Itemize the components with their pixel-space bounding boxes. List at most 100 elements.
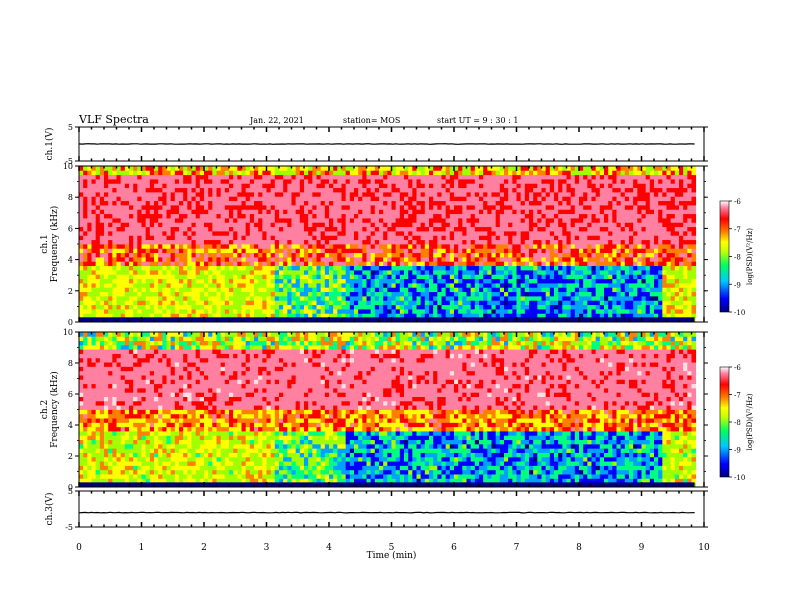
spectrogram-cell	[362, 287, 367, 293]
spectrogram-cell	[383, 278, 388, 284]
spectrogram-cell	[558, 213, 563, 219]
spectrogram-cell	[108, 313, 113, 319]
spectrogram-cell	[354, 244, 359, 249]
spectrogram-cell	[237, 270, 242, 275]
spectrogram-cell	[174, 270, 180, 275]
spectrogram-cell	[491, 257, 497, 262]
spectrogram-cell	[245, 252, 251, 258]
spectrogram-cell	[149, 205, 155, 210]
spectrogram-cell	[204, 296, 209, 301]
spectrogram-cell	[362, 170, 367, 176]
spectrogram-cell	[616, 235, 622, 241]
spectrogram-cell	[129, 261, 134, 267]
spectrogram-cell	[179, 291, 184, 297]
spectrogram-cell	[424, 252, 430, 258]
spectrogram-cell	[533, 296, 538, 301]
spectrogram-cell	[399, 213, 405, 219]
spectrogram-cell	[562, 313, 567, 319]
spectrogram-cell	[83, 166, 88, 171]
spectrogram-cell	[233, 170, 238, 176]
spectrogram-cell	[299, 209, 305, 215]
spectrogram-cell	[433, 278, 438, 284]
spectrogram-cell	[229, 283, 234, 288]
spectrogram-cell	[333, 213, 338, 219]
spectrogram-cell	[629, 300, 634, 306]
spectrogram-cell	[579, 300, 584, 306]
spectrogram-cell	[324, 200, 330, 206]
spectrogram-cell	[258, 192, 263, 197]
spectrogram-cell	[274, 283, 280, 288]
spectrogram-cell	[333, 270, 338, 275]
spectrogram-cell	[358, 257, 363, 262]
spectrogram-cell	[291, 187, 297, 193]
spectrogram-cell	[566, 187, 572, 193]
spectrogram-cell	[366, 231, 372, 236]
spectrogram-cell	[499, 265, 505, 271]
spectrogram-cell	[591, 179, 597, 184]
spectrogram-cell	[516, 183, 522, 189]
spectrogram-cell	[537, 244, 542, 249]
spectrogram-cell	[537, 187, 542, 193]
spectrogram-cell	[224, 265, 230, 271]
spectrogram-cell	[124, 205, 130, 210]
spectrogram-cell	[291, 226, 297, 232]
spectrogram-cell	[454, 296, 459, 301]
spectrogram-cell	[187, 235, 192, 241]
spectrogram-cell	[549, 205, 555, 210]
spectrogram-cell	[270, 291, 276, 297]
spectrogram-cell	[462, 313, 467, 319]
spectrogram-cell	[262, 287, 267, 293]
spectrogram-cell	[416, 183, 422, 189]
spectrogram-cell	[549, 252, 555, 258]
spectrogram-cell	[370, 166, 376, 171]
spectrogram-cell	[574, 179, 580, 184]
spectrogram-cell	[120, 213, 126, 219]
spectrogram-cell	[233, 183, 238, 189]
spectrogram-cell	[216, 257, 222, 262]
spectrogram-cell	[87, 274, 92, 280]
spectrogram-cell	[629, 283, 634, 288]
spectrogram-cell	[399, 226, 405, 232]
spectrogram-cell	[408, 226, 413, 232]
spectrogram-cell	[304, 174, 309, 180]
spectrogram-cell	[379, 309, 384, 314]
spectrogram-cell	[199, 179, 205, 184]
spectrogram-cell	[354, 287, 359, 293]
spectrogram-cell	[570, 192, 576, 197]
spectrogram-cell	[270, 174, 276, 180]
spectrogram-cell	[499, 283, 505, 288]
spectrogram-cell	[445, 183, 451, 189]
spectrogram-cell	[283, 261, 288, 267]
spectrogram-cell	[308, 265, 313, 271]
spectrogram-cell	[266, 183, 272, 189]
spectrogram-cell	[270, 196, 276, 202]
spectrogram-cell	[104, 296, 109, 301]
spectrogram-cell	[512, 192, 517, 197]
spectrogram-cell	[241, 192, 247, 197]
spectrogram-cell	[83, 283, 88, 288]
spectrogram-cell	[529, 291, 534, 297]
spectrogram-cell	[137, 265, 142, 271]
spectrogram-cell	[562, 218, 567, 223]
spectrogram-cell	[470, 192, 476, 197]
spectrogram-cell	[304, 278, 309, 284]
spectrogram-cell	[149, 244, 155, 249]
spectrogram-cell	[295, 257, 301, 262]
spectrogram-cell	[441, 291, 447, 297]
spectrogram-cell	[108, 213, 113, 219]
spectrogram-cell	[208, 239, 213, 245]
spectrogram-cell	[308, 304, 313, 310]
spectrogram-cell	[162, 244, 167, 249]
spectrogram-cell	[437, 287, 442, 293]
spectrogram-cell	[308, 166, 313, 171]
spectrogram-cell	[354, 235, 359, 241]
spectrogram-cell	[495, 235, 501, 241]
spectrogram-cell	[391, 313, 397, 319]
spectrogram-cell	[154, 196, 159, 202]
spectrogram-cell	[370, 183, 376, 189]
spectrogram-cell	[445, 304, 451, 310]
spectrogram-cell	[304, 300, 309, 306]
spectrogram-cell	[124, 200, 130, 206]
spectrogram-cell	[545, 252, 551, 258]
spectrogram-cell	[341, 187, 347, 193]
